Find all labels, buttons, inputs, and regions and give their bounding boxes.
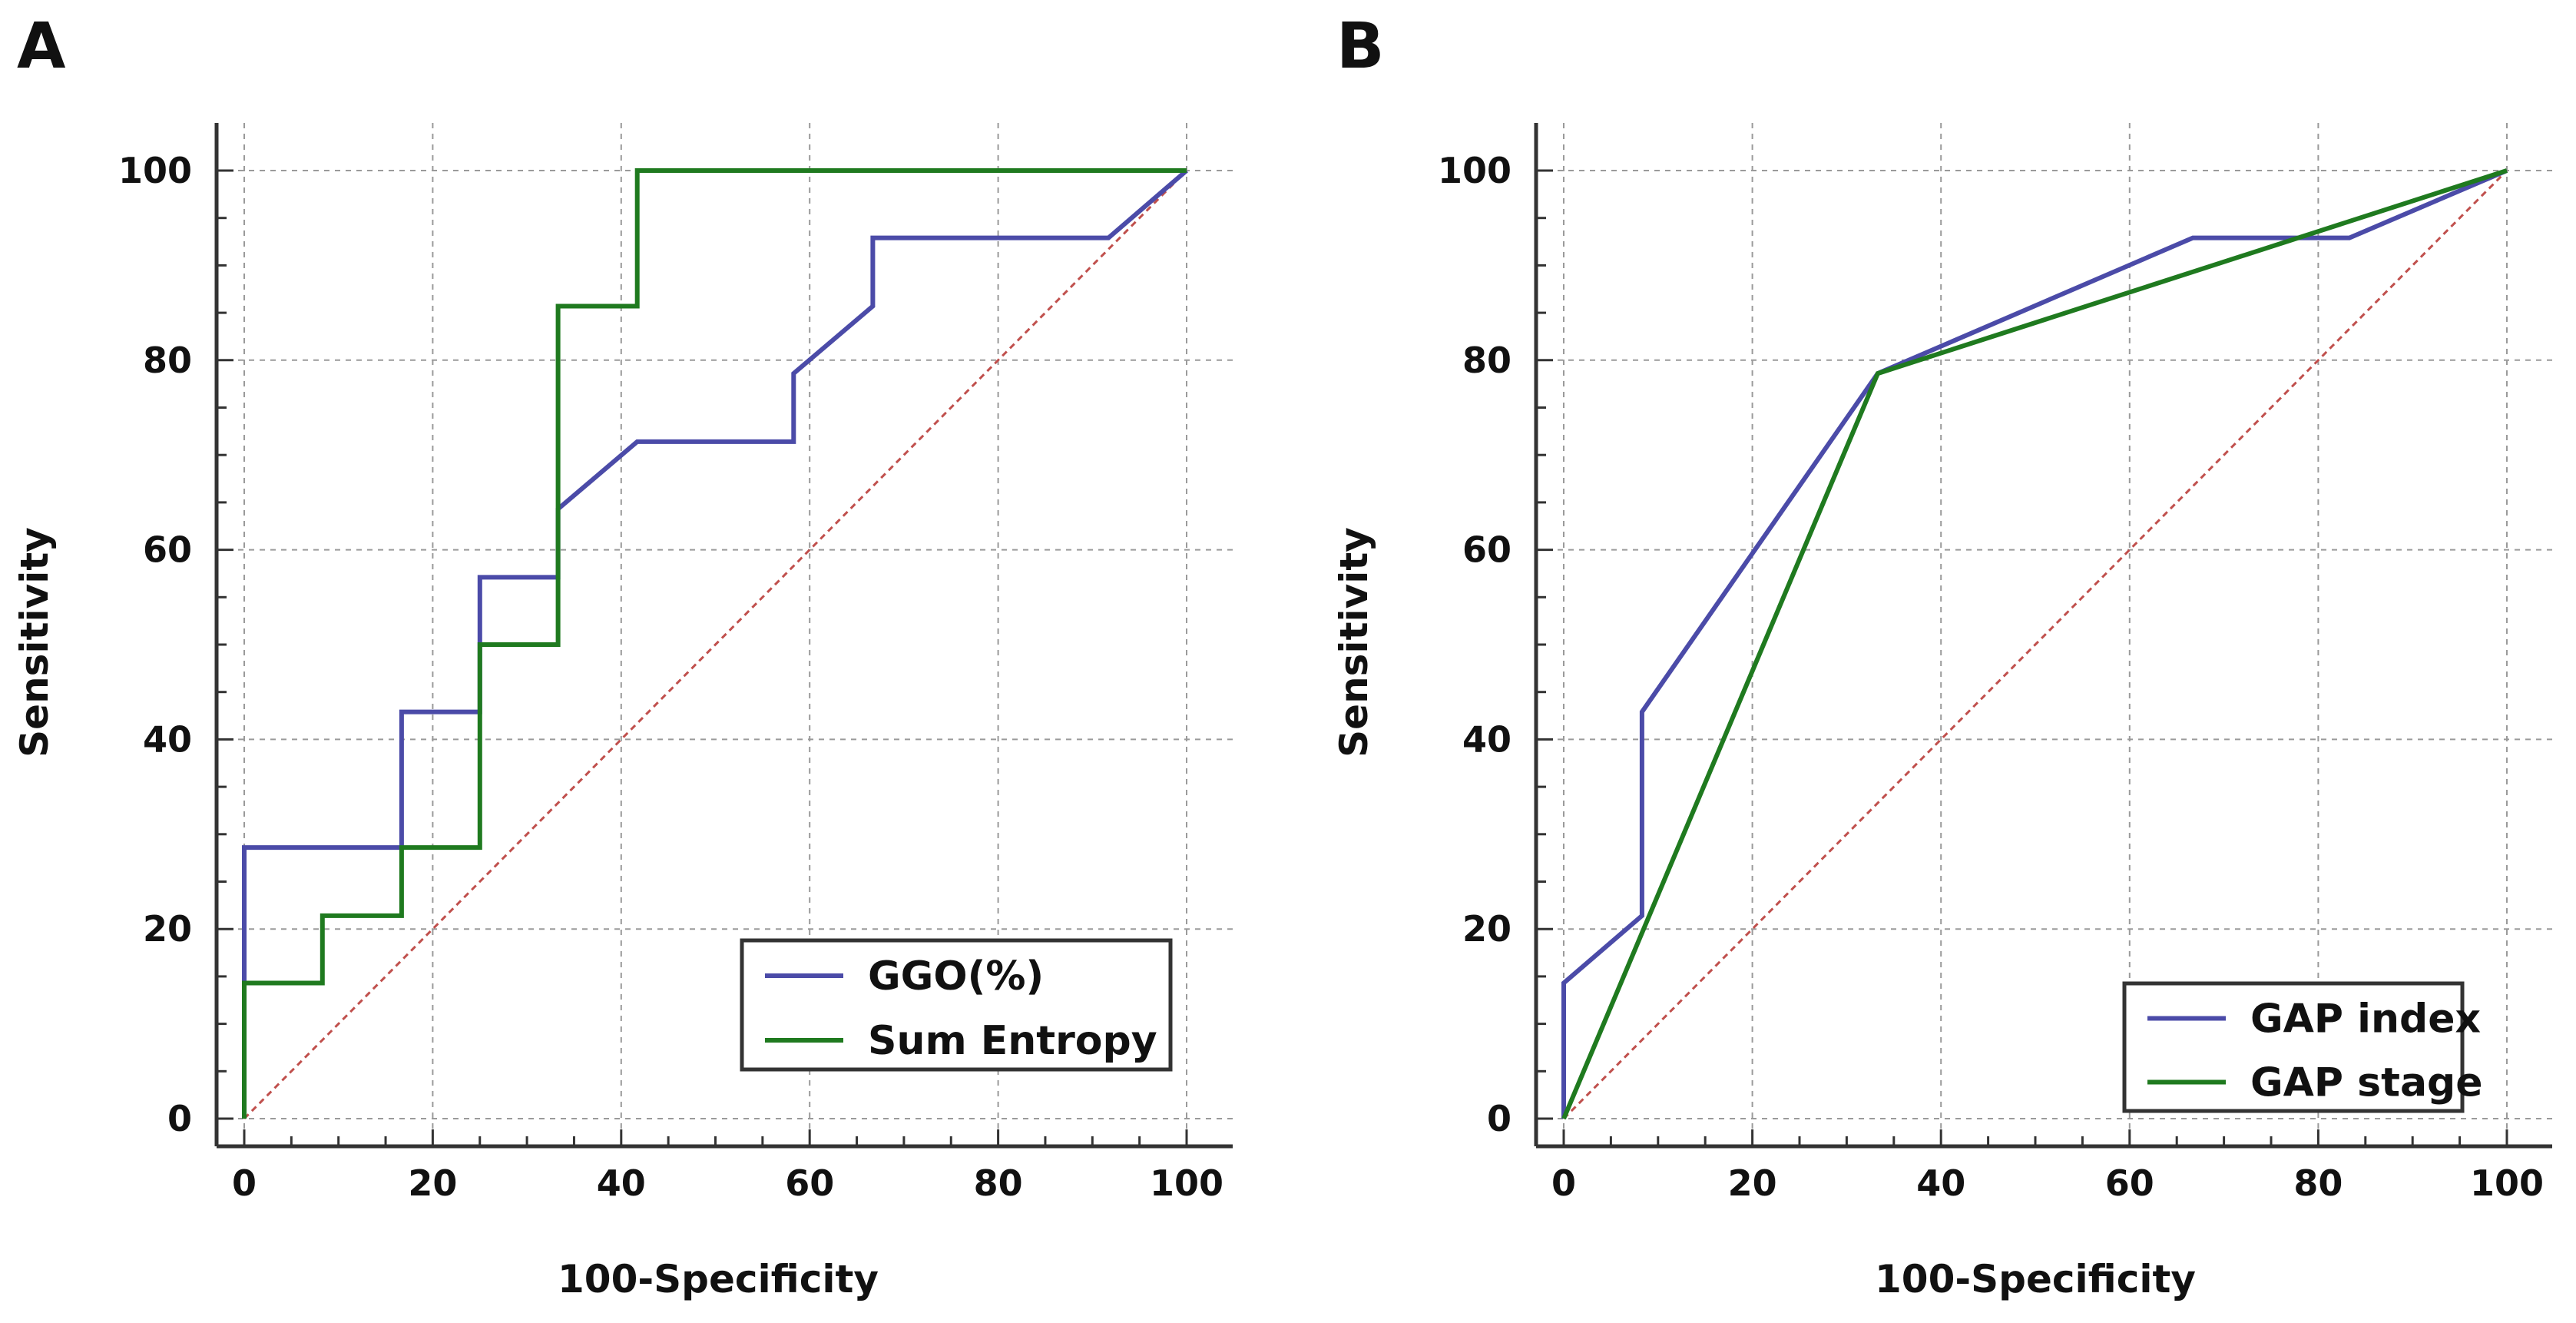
y-axis-title: Sensitivity <box>1332 527 1376 758</box>
panel-label: A <box>17 10 66 83</box>
x-tick-label: 20 <box>408 1162 457 1204</box>
x-tick-label: 60 <box>785 1162 834 1204</box>
legend-label: GAP index <box>2250 996 2481 1043</box>
y-axis-title: Sensitivity <box>12 527 57 758</box>
x-axis-title: 100-Specificity <box>1875 1257 2196 1301</box>
x-tick-label: 40 <box>1916 1162 1965 1204</box>
x-tick-label: 100 <box>1150 1162 1223 1204</box>
x-tick-label: 20 <box>1728 1162 1777 1204</box>
series-line-1 <box>1561 168 2508 1119</box>
reference-line <box>243 169 1188 1120</box>
y-tick-label: 80 <box>1462 340 1511 381</box>
legend-label: GGO(%) <box>868 953 1044 1000</box>
y-tick-label: 0 <box>1487 1098 1511 1139</box>
series-line-2 <box>1561 168 2508 1120</box>
y-tick-label: 40 <box>143 718 192 760</box>
x-tick-label: 80 <box>974 1162 1023 1204</box>
y-tick-label: 60 <box>1462 529 1511 571</box>
series-line-2 <box>242 168 1187 1119</box>
x-tick-label: 0 <box>1551 1162 1576 1204</box>
x-tick-label: 60 <box>2105 1162 2154 1204</box>
legend-label: Sum Entropy <box>868 1018 1157 1064</box>
legend-label: GAP stage <box>2250 1060 2483 1106</box>
legend-box <box>2122 981 2465 1113</box>
legend-box <box>740 938 1173 1072</box>
legend: GGO(%) Sum Entropy <box>740 938 1173 1072</box>
legend: GAP index GAP stage <box>2122 981 2483 1113</box>
y-tick-label: 80 <box>143 340 192 381</box>
y-tick-label: 100 <box>118 150 192 191</box>
y-tick-label: 40 <box>1462 718 1511 760</box>
x-tick-label: 100 <box>2470 1162 2544 1204</box>
y-tick-label: 100 <box>1438 150 1511 191</box>
panel-a: A 0 20 40 60 80 100 0 20 40 60 80 100 100-Specificity… <box>12 10 1233 1301</box>
y-tick-label: 20 <box>143 908 192 950</box>
panel-label: B <box>1336 10 1385 83</box>
reference-line <box>1562 169 2508 1120</box>
panel-b: B 0 20 40 60 80 100 0 20 40 60 80 100 100-Specificity… <box>1332 10 2552 1301</box>
x-axis-title: 100-Specificity <box>558 1257 879 1301</box>
y-tick-label: 60 <box>143 529 192 571</box>
y-tick-label: 0 <box>167 1098 192 1139</box>
x-tick-label: 40 <box>597 1162 646 1204</box>
x-tick-label: 80 <box>2293 1162 2343 1204</box>
x-tick-label: 0 <box>232 1162 257 1204</box>
y-tick-label: 20 <box>1462 908 1511 950</box>
